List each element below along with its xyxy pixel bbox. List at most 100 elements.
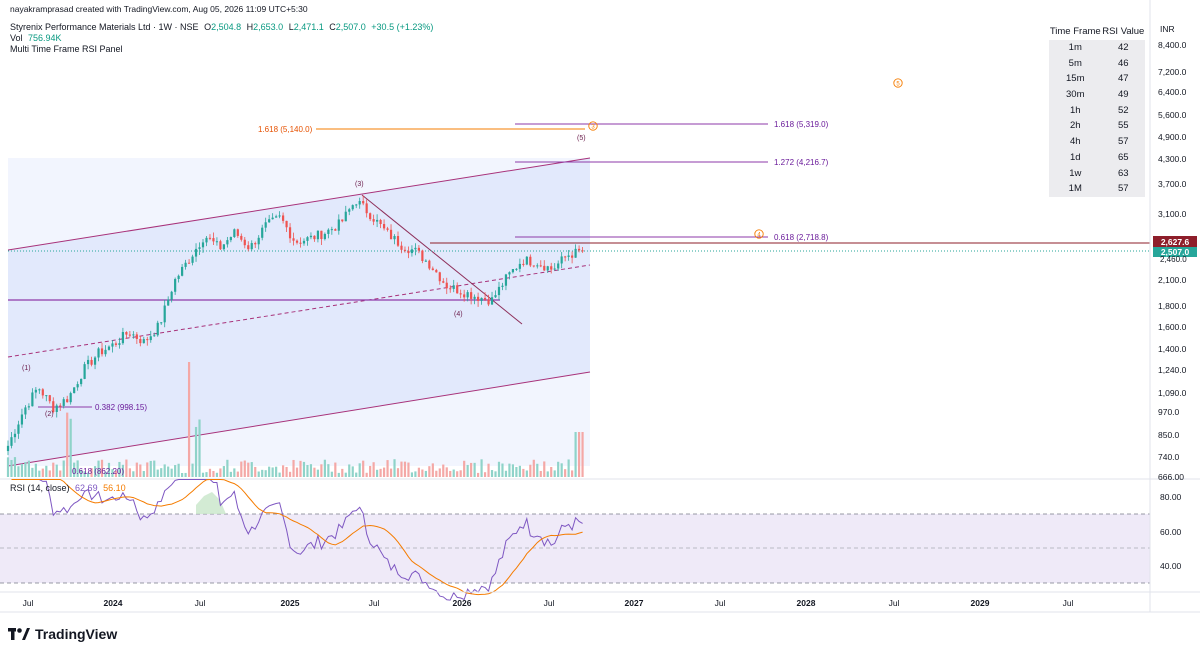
volume-bar (118, 461, 121, 477)
candle-body (215, 241, 219, 243)
volume-bar (264, 470, 267, 477)
candle-body (511, 269, 515, 273)
price-axis[interactable]: 8,400.0 7,200.0 6,400.0 5,600.0 4,900.0 4,300… (1158, 40, 1187, 482)
volume-bar (187, 362, 191, 477)
candle-body (73, 387, 76, 394)
candle-body (421, 250, 424, 261)
price-tick-label: 5,600.0 (1158, 110, 1187, 120)
volume-bar (480, 459, 483, 477)
candle-body (62, 399, 65, 406)
price-pane[interactable]: 1.618 (5,140.0) 1.618 (5,319.0) 1.272 (4… (6, 78, 1150, 477)
wave-circle-3-label: 3 (591, 125, 595, 131)
volume-bar (316, 469, 320, 477)
volume-bar (83, 471, 86, 477)
candle-body (27, 406, 30, 408)
candle-body (226, 240, 229, 245)
wave-circle-4-label: 4 (757, 233, 761, 239)
volume-bar (490, 470, 494, 477)
candle-body (240, 235, 243, 240)
candle-body (480, 297, 483, 301)
rsi-table-timeframe: 1h (1069, 104, 1081, 116)
candle-body (337, 219, 340, 231)
high-price-badge: 2,627.6 (1153, 236, 1197, 248)
candle-body (417, 247, 420, 251)
volume-bar (473, 462, 476, 477)
candle-body (323, 233, 326, 240)
volume-bar (320, 464, 323, 477)
candle-body (278, 215, 281, 217)
price-tick-label: 666.00 (1158, 472, 1184, 482)
volume-bar (550, 466, 553, 477)
rsi-table-timeframe: 1M (1068, 183, 1082, 195)
rsi-table-row: 5m 46 (1049, 55, 1145, 71)
candle-body (156, 322, 159, 336)
rsi-table-row: 1h 52 (1049, 102, 1145, 118)
candle-body (187, 262, 191, 264)
candle-body (362, 201, 365, 204)
volume-bar (341, 468, 344, 477)
volume-bar (163, 464, 166, 477)
candle-body (146, 339, 149, 341)
candle-body (564, 256, 567, 258)
time-axis[interactable]: Jul 2024 Jul 2025 Jul 2026 Jul 2027 Jul 2028 Jul 20… (23, 598, 1074, 608)
volume-bar (511, 464, 515, 477)
volume-legend[interactable]: Vol 756.94K (10, 33, 62, 43)
rsi-pane[interactable]: 80.00 60.00 40.00 (0, 479, 1182, 601)
candle-body (181, 266, 184, 276)
time-tick-label: 2029 (971, 598, 990, 608)
candle-body (250, 243, 253, 250)
volume-bar (268, 466, 271, 477)
candle-body (80, 378, 83, 385)
currency-label: INR (1160, 24, 1175, 34)
volume-bar (139, 464, 142, 477)
volume-bar (247, 462, 250, 477)
volume-bar (17, 466, 20, 477)
candle-body (212, 238, 215, 242)
volume-bar (205, 472, 208, 477)
candle-body (379, 219, 382, 225)
volume-bar (222, 466, 225, 477)
ohlc-open: O2,504.8 (204, 22, 242, 32)
price-tick-label: 6,400.0 (1158, 87, 1187, 97)
candle-body (233, 229, 236, 238)
indicator-legend[interactable]: Multi Time Frame RSI Panel (10, 44, 123, 54)
candle-body (34, 389, 37, 393)
volume-bar (254, 466, 257, 477)
candle-body (403, 249, 407, 251)
volume-bar (393, 459, 396, 477)
volume-bar (557, 461, 560, 477)
tradingview-logo-icon (8, 628, 30, 640)
volume-bar (365, 472, 368, 477)
candle-body (55, 405, 58, 412)
volume-bar (194, 426, 198, 477)
price-tick-label: 740.0 (1158, 452, 1180, 462)
rsi-tick-label: 40.00 (1160, 561, 1182, 571)
candle-body (264, 222, 267, 228)
volume-bar (466, 464, 469, 477)
candle-body (445, 282, 448, 289)
volume-bar (250, 462, 253, 477)
rsi-table-value: 42 (1117, 42, 1129, 54)
volume-bar (285, 466, 288, 477)
volume-bar (59, 470, 62, 477)
candle-body (6, 445, 10, 452)
volume-bar (428, 466, 431, 477)
fib-label-1618a: 1.618 (5,140.0) (258, 125, 313, 134)
candle-body (201, 242, 205, 248)
tradingview-logo[interactable]: TradingView (8, 626, 117, 642)
time-tick-label: Jul (889, 598, 900, 608)
ohlc-low: L2,471.1 (288, 22, 324, 32)
candle-body (24, 407, 27, 415)
volume-bar (278, 472, 281, 477)
rsi-legend[interactable]: RSI (14, close) 62.69 56.10 (10, 483, 126, 493)
symbol-legend[interactable]: Styrenix Performance Materials Ltd · 1W … (10, 22, 433, 32)
volume-bar (539, 470, 542, 477)
candle-body (69, 393, 72, 403)
volume-bar (27, 460, 30, 477)
candle-body (20, 414, 24, 425)
rsi-table-value: 47 (1117, 73, 1129, 85)
wave-circle-3: 3 (588, 121, 598, 131)
price-tick-label: 970.0 (1158, 407, 1180, 417)
candle-body (539, 265, 542, 267)
